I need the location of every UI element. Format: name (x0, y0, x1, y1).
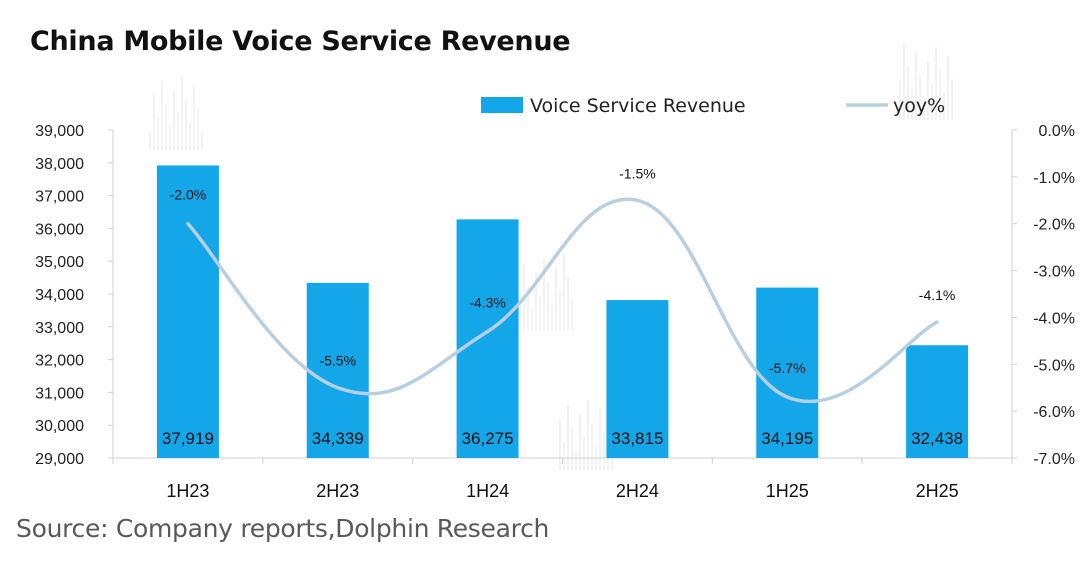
y-left-tick-label: 36,000 (35, 221, 84, 238)
yoy-value-label: -5.5% (319, 353, 356, 369)
revenue-bar (906, 345, 969, 458)
y-left-tick-label: 32,000 (35, 353, 84, 370)
yoy-value-label: -1.5% (619, 165, 656, 181)
y-right-tick-label: -7.0% (1033, 451, 1075, 468)
bar-series (156, 165, 969, 459)
yoy-line-series (186, 197, 939, 404)
y-left-tick-label: 31,000 (35, 385, 84, 402)
revenue-bar (606, 300, 669, 458)
y-left-tick-label: 37,000 (35, 189, 84, 206)
yoy-line (186, 197, 939, 404)
chart-legend: Voice Service Revenue yoy% (481, 95, 945, 117)
y-left-tick-label: 34,000 (35, 287, 84, 304)
revenue-bar (456, 219, 519, 458)
y-left-tick-label: 35,000 (35, 254, 84, 271)
x-category-label: 1H25 (766, 481, 809, 501)
x-category-label: 1H23 (166, 481, 209, 501)
legend-label-line: yoy% (893, 95, 945, 117)
y-right-tick-label: -4.0% (1033, 310, 1075, 327)
y-left-tick-label: 39,000 (35, 123, 84, 140)
y-left-tick-label: 29,000 (35, 451, 84, 468)
bar-value-label: 34,339 (312, 429, 364, 448)
y-right-tick-label: -6.0% (1033, 404, 1075, 421)
chart-axes: 29,000 30,000 31,000 32,000 33,000 34,000 35,0… (35, 123, 1075, 501)
bar-value-label: 33,815 (611, 429, 663, 448)
revenue-bar (306, 282, 369, 458)
bar-value-label: 36,275 (462, 429, 514, 448)
y-right-tick-label: -2.0% (1033, 217, 1075, 234)
chart-title: China Mobile Voice Service Revenue (30, 26, 571, 57)
y-right-tick-label: -5.0% (1033, 357, 1075, 374)
y-right-tick-label: -1.0% (1033, 170, 1075, 187)
revenue-bar (156, 165, 219, 459)
yoy-value-label: -4.3% (469, 294, 506, 310)
y-left-tick-label: 33,000 (35, 320, 84, 337)
x-category-label: 1H24 (466, 481, 509, 501)
y-left-tick-label: 30,000 (35, 418, 84, 435)
yoy-value-label: -5.7% (769, 360, 806, 376)
x-category-label: 2H23 (316, 481, 359, 501)
yoy-value-label: -2.0% (170, 187, 207, 203)
x-category-label: 2H25 (916, 481, 959, 501)
y-right-tick-label: -3.0% (1033, 264, 1075, 281)
y-left-tick-label: 38,000 (35, 156, 84, 173)
bar-value-label: 37,919 (162, 429, 214, 448)
legend-label-bar: Voice Service Revenue (530, 95, 746, 117)
yoy-value-label: -4.1% (919, 287, 956, 303)
data-labels: 37,919 34,339 36,275 33,815 34,195 32,438 -2.0… (162, 165, 963, 448)
bar-value-label: 32,438 (911, 429, 963, 448)
y-right-tick-label: 0.0% (1039, 123, 1075, 140)
revenue-bar (756, 287, 819, 458)
legend-swatch-bar (481, 97, 523, 113)
bar-value-label: 34,195 (761, 429, 813, 448)
source-note: Source: Company reports,Dolphin Research (16, 514, 550, 543)
watermark-layer (149, 43, 953, 470)
x-category-label: 2H24 (616, 481, 659, 501)
